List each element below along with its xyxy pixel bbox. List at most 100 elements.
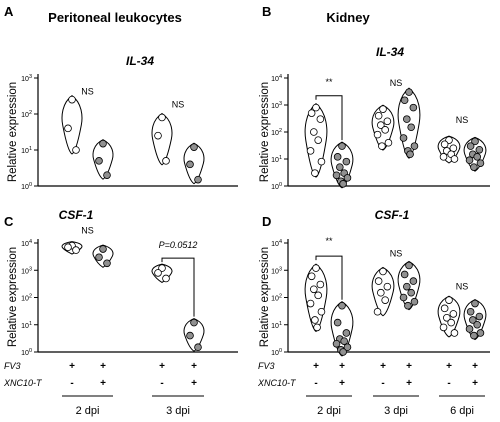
significance-label: NS [456, 281, 469, 291]
data-point [450, 329, 459, 337]
y-tick-label: 102 [21, 110, 32, 119]
y-tick-label: 100 [271, 182, 282, 191]
violin [330, 301, 354, 357]
gene-label: CSF-1 [59, 208, 94, 222]
data-point [333, 318, 342, 327]
treatment-row-label: FV3 [4, 361, 21, 371]
data-point [99, 139, 107, 148]
treatment-table-c: FV3 + + + + XNC10-T - + - +2 dpi 3 dpi [3, 361, 204, 417]
data-point [186, 331, 194, 340]
data-point [343, 343, 352, 352]
violin [371, 266, 395, 317]
data-point [68, 95, 76, 104]
treatment-sign: + [406, 361, 412, 372]
violin [397, 260, 421, 311]
data-point [407, 288, 415, 297]
y-tick-label: 102 [21, 294, 32, 303]
treatment-row-label: FV3 [258, 361, 275, 371]
significance-bracket [161, 257, 195, 317]
treatment-table-d: FV3 + + + + + + XNC10-T - + - + - +2 dpi 3 dpi 6 dpi [257, 361, 485, 417]
data-point [158, 113, 166, 122]
timepoint-label: 2 dpi [76, 405, 100, 417]
treatment-sign: + [406, 378, 412, 389]
data-point [306, 299, 315, 308]
data-point [194, 343, 202, 352]
data-point [190, 143, 198, 151]
y-tick-label: 101 [21, 321, 32, 330]
treatment-sign: + [191, 378, 197, 389]
data-point [469, 316, 477, 324]
data-point [471, 299, 479, 308]
data-point [440, 304, 449, 313]
data-point [475, 145, 484, 154]
treatment-row-label: XNC10-T [3, 378, 43, 388]
significance-label: ** [325, 236, 333, 246]
violin [92, 244, 114, 268]
data-point [407, 123, 415, 132]
violin [304, 263, 328, 332]
data-point [439, 153, 448, 161]
data-point [377, 288, 385, 297]
data-point [373, 130, 382, 139]
significance-label: NS [81, 86, 94, 96]
treatment-sign: + [472, 378, 478, 389]
data-point [162, 157, 170, 165]
treatment-sign: + [339, 378, 345, 389]
treatment-sign: - [381, 378, 384, 389]
data-point [384, 138, 393, 147]
data-point [373, 307, 382, 316]
data-point [103, 259, 111, 268]
significance-label: NS [390, 248, 403, 258]
violin [151, 112, 173, 166]
violin [371, 104, 395, 151]
data-point [314, 291, 322, 300]
data-point [381, 296, 389, 304]
data-point [310, 128, 318, 136]
data-point [317, 307, 326, 316]
data-point [194, 175, 202, 184]
data-point [338, 142, 346, 150]
violin [463, 136, 487, 172]
y-tick-label: 101 [21, 146, 32, 155]
data-point [312, 103, 320, 112]
data-point [379, 105, 387, 113]
treatment-sign: + [339, 361, 345, 372]
treatment-row-label: XNC10-T [257, 378, 297, 388]
timepoint-label: 2 dpi [317, 405, 341, 417]
gene-label: CSF-1 [375, 208, 410, 222]
data-point [471, 137, 479, 146]
treatment-sign: + [313, 361, 319, 372]
panel-title: Peritoneal leukocytes [48, 10, 182, 25]
y-tick-label: 100 [21, 182, 32, 191]
data-point [399, 134, 408, 142]
data-point [154, 131, 162, 140]
data-point [162, 274, 170, 283]
violin [330, 141, 354, 189]
timepoint-label: 3 dpi [166, 405, 190, 417]
significance-label: NS [390, 78, 403, 88]
data-point [307, 109, 316, 117]
panel-letter: A [4, 4, 14, 19]
data-point [409, 103, 418, 112]
data-point [306, 147, 315, 155]
data-point [103, 171, 111, 179]
data-point [314, 136, 322, 144]
y-tick-label: 101 [271, 155, 282, 164]
data-point [333, 153, 342, 161]
y-axis-label: Relative expression [259, 82, 271, 182]
panel-letter: D [262, 214, 271, 229]
data-point [405, 88, 413, 96]
data-point [72, 246, 80, 254]
timepoint-label: 6 dpi [450, 405, 474, 417]
data-point [476, 159, 485, 167]
data-point [449, 310, 458, 318]
y-tick-label: 103 [21, 74, 32, 83]
data-point [342, 157, 351, 166]
significance-label: NS [81, 226, 94, 236]
data-point [439, 323, 448, 332]
data-point [374, 111, 383, 120]
data-point [381, 126, 389, 134]
data-point [450, 155, 459, 163]
